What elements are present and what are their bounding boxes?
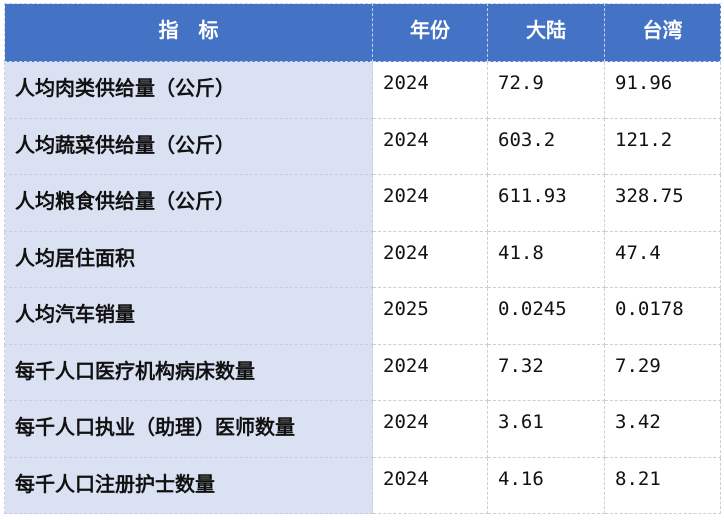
- header-year: 年份: [372, 3, 488, 62]
- taiwan-cell: 328.75: [604, 174, 721, 232]
- year-cell: 2024: [372, 174, 488, 232]
- taiwan-cell: 47.4: [604, 230, 721, 288]
- taiwan-cell: 8.21: [604, 456, 721, 514]
- table-row: 人均粮食供给量（公斤） 2024 611.93 328.75: [4, 174, 721, 232]
- indicator-cell: 人均粮食供给量（公斤）: [4, 174, 373, 232]
- year-cell: 2024: [372, 400, 488, 458]
- table-row: 人均居住面积 2024 41.8 47.4: [4, 230, 721, 288]
- indicator-cell: 人均肉类供给量（公斤）: [4, 61, 373, 119]
- header-indicator: 指 标: [4, 3, 373, 62]
- mainland-cell: 7.32: [487, 343, 605, 401]
- year-cell: 2025: [372, 287, 488, 345]
- indicator-cell: 人均居住面积: [4, 230, 373, 288]
- year-cell: 2024: [372, 61, 488, 119]
- mainland-cell: 3.61: [487, 400, 605, 458]
- taiwan-cell: 91.96: [604, 61, 721, 119]
- header-mainland: 大陆: [487, 3, 605, 62]
- mainland-cell: 41.8: [487, 230, 605, 288]
- header-taiwan: 台湾: [604, 3, 721, 62]
- taiwan-cell: 7.29: [604, 343, 721, 401]
- indicator-cell: 人均蔬菜供给量（公斤）: [4, 117, 373, 175]
- table-row: 每千人口注册护士数量 2024 4.16 8.21: [4, 456, 721, 514]
- header-row: 指 标 年份 大陆 台湾: [4, 3, 721, 62]
- mainland-cell: 0.0245: [487, 287, 605, 345]
- taiwan-cell: 3.42: [604, 400, 721, 458]
- table-row: 人均蔬菜供给量（公斤） 2024 603.2 121.2: [4, 117, 721, 175]
- indicator-cell: 人均汽车销量: [4, 287, 373, 345]
- comparison-table: 指 标 年份 大陆 台湾 人均肉类供给量（公斤） 2024 72.9 91.96 人均蔬…: [4, 3, 721, 514]
- indicator-cell: 每千人口医疗机构病床数量: [4, 343, 373, 401]
- year-cell: 2024: [372, 456, 488, 514]
- indicator-cell: 每千人口注册护士数量: [4, 456, 373, 514]
- year-cell: 2024: [372, 117, 488, 175]
- mainland-cell: 72.9: [487, 61, 605, 119]
- mainland-cell: 611.93: [487, 174, 605, 232]
- year-cell: 2024: [372, 230, 488, 288]
- year-cell: 2024: [372, 343, 488, 401]
- taiwan-cell: 0.0178: [604, 287, 721, 345]
- table-row: 每千人口执业（助理）医师数量 2024 3.61 3.42: [4, 400, 721, 458]
- taiwan-cell: 121.2: [604, 117, 721, 175]
- mainland-cell: 4.16: [487, 456, 605, 514]
- mainland-cell: 603.2: [487, 117, 605, 175]
- table-row: 人均汽车销量 2025 0.0245 0.0178: [4, 287, 721, 345]
- table-row: 人均肉类供给量（公斤） 2024 72.9 91.96: [4, 61, 721, 119]
- table-row: 每千人口医疗机构病床数量 2024 7.32 7.29: [4, 343, 721, 401]
- indicator-cell: 每千人口执业（助理）医师数量: [4, 400, 373, 458]
